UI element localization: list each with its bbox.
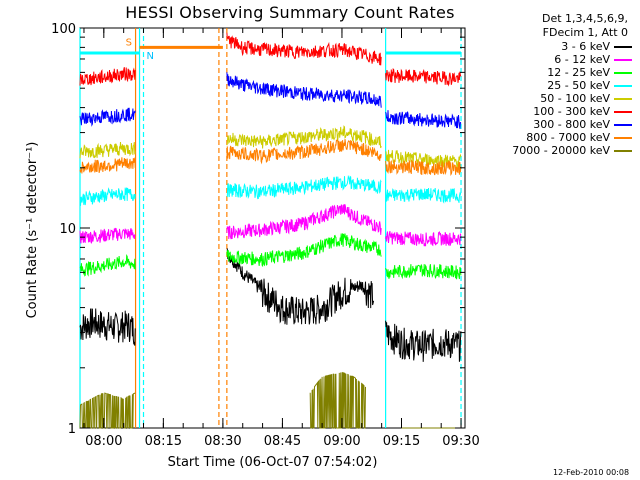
legend-entry: 300 - 800 keV <box>476 118 636 131</box>
series-800-7000-keV-segment-1 <box>226 139 382 165</box>
series-50-100-keV-segment-0 <box>79 141 136 159</box>
annotation-N: N <box>147 51 154 62</box>
legend-label: 25 - 50 keV <box>547 79 610 92</box>
legend-label: 100 - 300 keV <box>533 105 610 118</box>
legend-swatch <box>614 58 632 61</box>
x-tick-label-09:15: 09:15 <box>383 434 420 449</box>
legend: Det 1,3,4,5,6,9, FDecim 1, Att 0 3 - 6 k… <box>476 12 636 157</box>
series-800-7000-keV-segment-2 <box>385 159 462 177</box>
generation-timestamp: 12-Feb-2010 00:08 <box>553 468 630 477</box>
y-tick-label-100: 100 <box>51 22 76 37</box>
series-25-50-keV-segment-2 <box>385 187 462 204</box>
legend-header-line-2: FDecim 1, Att 0 <box>542 26 628 39</box>
x-tick-label-08:00: 08:00 <box>85 434 122 449</box>
x-tick-label-08:15: 08:15 <box>145 434 182 449</box>
y-tick-label-10: 10 <box>59 222 76 237</box>
legend-entry: 12 - 25 keV <box>476 66 636 79</box>
legend-swatch <box>614 71 632 74</box>
series-300-800-keV-segment-2 <box>385 110 462 129</box>
series-3-6-keV-segment-2 <box>385 320 462 362</box>
series-7000-20000-keV-segment-1 <box>309 371 366 429</box>
legend-label: 6 - 12 keV <box>554 53 610 66</box>
series-100-300-keV-segment-1 <box>226 32 382 66</box>
series-25-50-keV-segment-0 <box>79 187 136 206</box>
series-100-300-keV-segment-0 <box>79 67 136 86</box>
legend-label: 800 - 7000 keV <box>526 131 610 144</box>
legend-label: 50 - 100 keV <box>540 92 610 105</box>
legend-label: 7000 - 20000 keV <box>512 144 610 157</box>
legend-entry: 100 - 300 keV <box>476 105 636 118</box>
x-tick-label-09:00: 09:00 <box>323 434 360 449</box>
series-3-6-keV-segment-1 <box>226 248 375 325</box>
series-6-12-keV-segment-0 <box>79 227 136 244</box>
annotation-S: S <box>126 37 132 48</box>
series-12-25-keV-segment-2 <box>385 263 462 280</box>
legend-swatch <box>614 84 632 87</box>
legend-label: 300 - 800 keV <box>533 118 610 131</box>
series-800-7000-keV-segment-0 <box>79 156 136 174</box>
legend-swatch <box>614 149 632 152</box>
legend-label: 12 - 25 keV <box>547 66 610 79</box>
legend-swatch <box>614 45 632 48</box>
legend-entry: 7000 - 20000 keV <box>476 144 636 157</box>
series-6-12-keV-segment-1 <box>226 204 382 240</box>
legend-entries: 3 - 6 keV 6 - 12 keV 12 - 25 keV 25 - 50 ke… <box>476 40 636 157</box>
y-tick-label-1: 1 <box>68 422 76 437</box>
series-7000-20000-keV-segment-0 <box>79 392 136 429</box>
x-tick-label-08:30: 08:30 <box>204 434 241 449</box>
legend-entry: 6 - 12 keV <box>476 53 636 66</box>
legend-swatch <box>614 136 632 139</box>
series-50-100-keV-segment-1 <box>226 125 382 149</box>
series-3-6-keV-segment-0 <box>79 308 136 346</box>
series-300-800-keV-segment-1 <box>226 72 382 108</box>
legend-entry: 25 - 50 keV <box>476 79 636 92</box>
legend-entry: 3 - 6 keV <box>476 40 636 53</box>
series-6-12-keV-segment-2 <box>385 231 462 247</box>
x-axis-label: Start Time (06-Oct-07 07:54:02) <box>167 455 378 470</box>
x-tick-label-09:30: 09:30 <box>442 434 479 449</box>
series-12-25-keV-segment-0 <box>79 254 136 277</box>
legend-header-line-1: Det 1,3,4,5,6,9, <box>541 12 628 25</box>
legend-swatch <box>614 110 632 113</box>
y-axis-label: Count Rate (s⁻¹ detector⁻¹) <box>25 141 40 319</box>
legend-entry: 800 - 7000 keV <box>476 131 636 144</box>
series-25-50-keV-segment-1 <box>226 174 382 200</box>
x-tick-label-08:45: 08:45 <box>264 434 301 449</box>
legend-swatch <box>614 97 632 100</box>
legend-swatch <box>614 123 632 126</box>
series-100-300-keV-segment-2 <box>385 67 462 87</box>
series-12-25-keV-segment-1 <box>226 233 382 268</box>
series-300-800-keV-segment-0 <box>79 107 136 127</box>
legend-entry: 50 - 100 keV <box>476 92 636 105</box>
legend-label: 3 - 6 keV <box>561 40 610 53</box>
chart-title: HESSI Observing Summary Count Rates <box>125 3 455 22</box>
